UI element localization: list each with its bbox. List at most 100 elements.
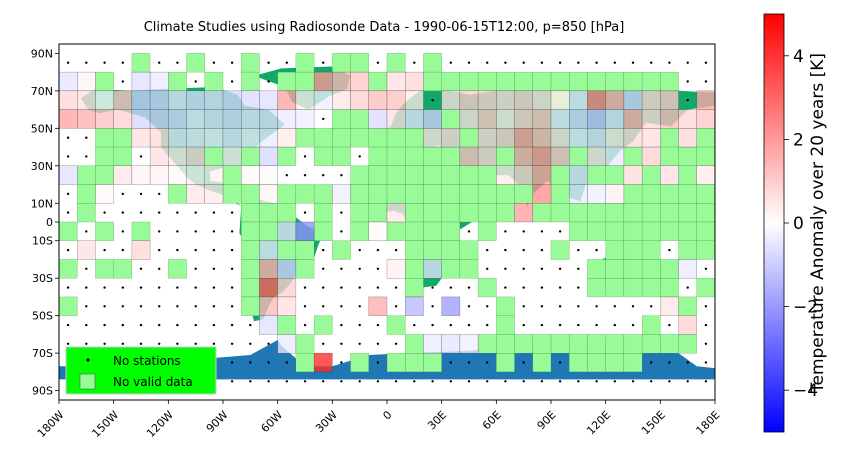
no-station-dot: [249, 380, 252, 383]
no-station-dot: [540, 267, 544, 270]
y-tick-label: 30S: [32, 272, 53, 285]
no-valid-data-cell: [222, 184, 242, 204]
no-valid-data-cell: [569, 334, 588, 354]
anomaly-cell: [696, 165, 716, 185]
no-valid-data-cell: [696, 278, 716, 298]
no-valid-data-cell: [459, 71, 479, 91]
anomaly-cell: [441, 296, 461, 316]
no-station-dot: [176, 248, 179, 252]
no-valid-data-cell: [660, 334, 679, 354]
no-station-dot: [504, 380, 507, 383]
x-tick-label: 150W: [90, 408, 122, 440]
no-station-dot: [158, 342, 161, 345]
no-station-dot: [85, 323, 88, 327]
no-valid-data-cell: [532, 71, 552, 91]
anomaly-cell: [77, 109, 96, 129]
no-station-dot: [85, 155, 88, 158]
anomaly-cell: [241, 165, 260, 185]
no-station-dot: [212, 342, 216, 345]
no-valid-data-cell: [186, 53, 205, 73]
no-station-dot: [394, 248, 398, 252]
no-valid-data-cell: [386, 315, 406, 335]
no-station-dot: [303, 211, 307, 214]
anomaly-cell: [259, 109, 278, 129]
no-station-dot: [66, 286, 70, 289]
no-valid-data-cell: [587, 353, 606, 373]
y-axis-ticks: 90N 70N 50N 30N 10N 0 10S 30S 50S 70S 90S: [31, 47, 59, 398]
no-valid-data-cell: [241, 240, 260, 260]
no-valid-data-cell: [77, 203, 96, 223]
no-station-dot: [230, 230, 234, 233]
anomaly-cell: [332, 90, 351, 110]
no-valid-data-cell: [241, 296, 260, 316]
anomaly-cell: [368, 296, 388, 316]
no-station-dot: [158, 211, 161, 214]
no-valid-data-cell: [277, 71, 297, 91]
no-station-dot: [66, 323, 70, 327]
no-valid-data-cell: [295, 53, 315, 73]
no-valid-data-cell: [386, 353, 406, 373]
no-valid-data-cell: [459, 165, 479, 185]
no-valid-data-cell: [477, 221, 497, 241]
x-tick-label: 120E: [584, 408, 613, 437]
anomaly-cell: [550, 146, 570, 166]
anomaly-cell: [168, 90, 187, 110]
no-valid-data-cell: [605, 71, 625, 91]
no-station-dot: [176, 211, 179, 214]
anomaly-cell: [605, 109, 625, 129]
anomaly-cell: [332, 71, 351, 92]
anomaly-cell: [259, 278, 278, 298]
no-station-dot: [540, 305, 544, 308]
no-station-dot: [194, 267, 197, 270]
no-valid-data-cell: [587, 278, 606, 298]
no-valid-data-cell: [332, 240, 351, 260]
no-station-dot: [595, 248, 598, 252]
no-valid-data-cell: [368, 203, 388, 223]
anomaly-cell: [532, 165, 552, 185]
anomaly-cell: [477, 128, 497, 148]
no-station-dot: [121, 61, 125, 64]
no-valid-data-cell: [641, 334, 661, 354]
no-valid-data-cell: [58, 221, 78, 241]
anomaly-cell: [459, 90, 479, 110]
anomaly-cell: [241, 109, 260, 129]
no-valid-data-cell: [696, 128, 716, 148]
no-station-dot: [704, 342, 708, 345]
anomaly-cell: [532, 128, 552, 148]
anomaly-cell: [77, 240, 96, 260]
y-tick-label: 10N: [31, 197, 53, 210]
no-station-dot: [650, 361, 653, 364]
no-station-dot: [230, 305, 234, 308]
anomaly-cell: [186, 90, 205, 110]
no-station-dot: [376, 267, 380, 270]
anomaly-cell: [350, 90, 369, 110]
no-valid-data-cell: [587, 259, 606, 279]
no-station-dot: [194, 305, 197, 308]
no-valid-data-cell: [313, 315, 333, 335]
no-station-dot: [194, 323, 197, 327]
no-station-dot: [267, 380, 270, 383]
no-valid-data-cell: [623, 184, 643, 204]
anomaly-cell: [368, 109, 388, 129]
no-valid-data-cell: [405, 334, 424, 354]
anomaly-cell: [131, 240, 151, 260]
no-valid-data-cell: [405, 221, 424, 241]
no-valid-data-cell: [660, 146, 679, 166]
y-tick-label: 90S: [32, 385, 53, 398]
no-valid-data-cell: [295, 353, 315, 373]
no-valid-data-cell: [332, 146, 351, 166]
no-station-dot: [467, 230, 471, 233]
no-station-dot: [504, 230, 507, 233]
no-station-dot: [631, 323, 635, 327]
no-valid-data-cell: [623, 146, 643, 166]
no-station-dot: [194, 342, 197, 345]
anomaly-cell: [423, 109, 442, 129]
no-valid-data-cell: [277, 184, 297, 204]
no-valid-data-cell: [332, 128, 351, 148]
anomaly-cell: [313, 90, 333, 110]
anomaly-cell: [259, 90, 278, 110]
no-valid-data-cell: [423, 184, 442, 204]
no-valid-data-cell: [641, 259, 661, 279]
anomaly-cell: [605, 128, 625, 148]
anomaly-cell: [149, 165, 169, 185]
